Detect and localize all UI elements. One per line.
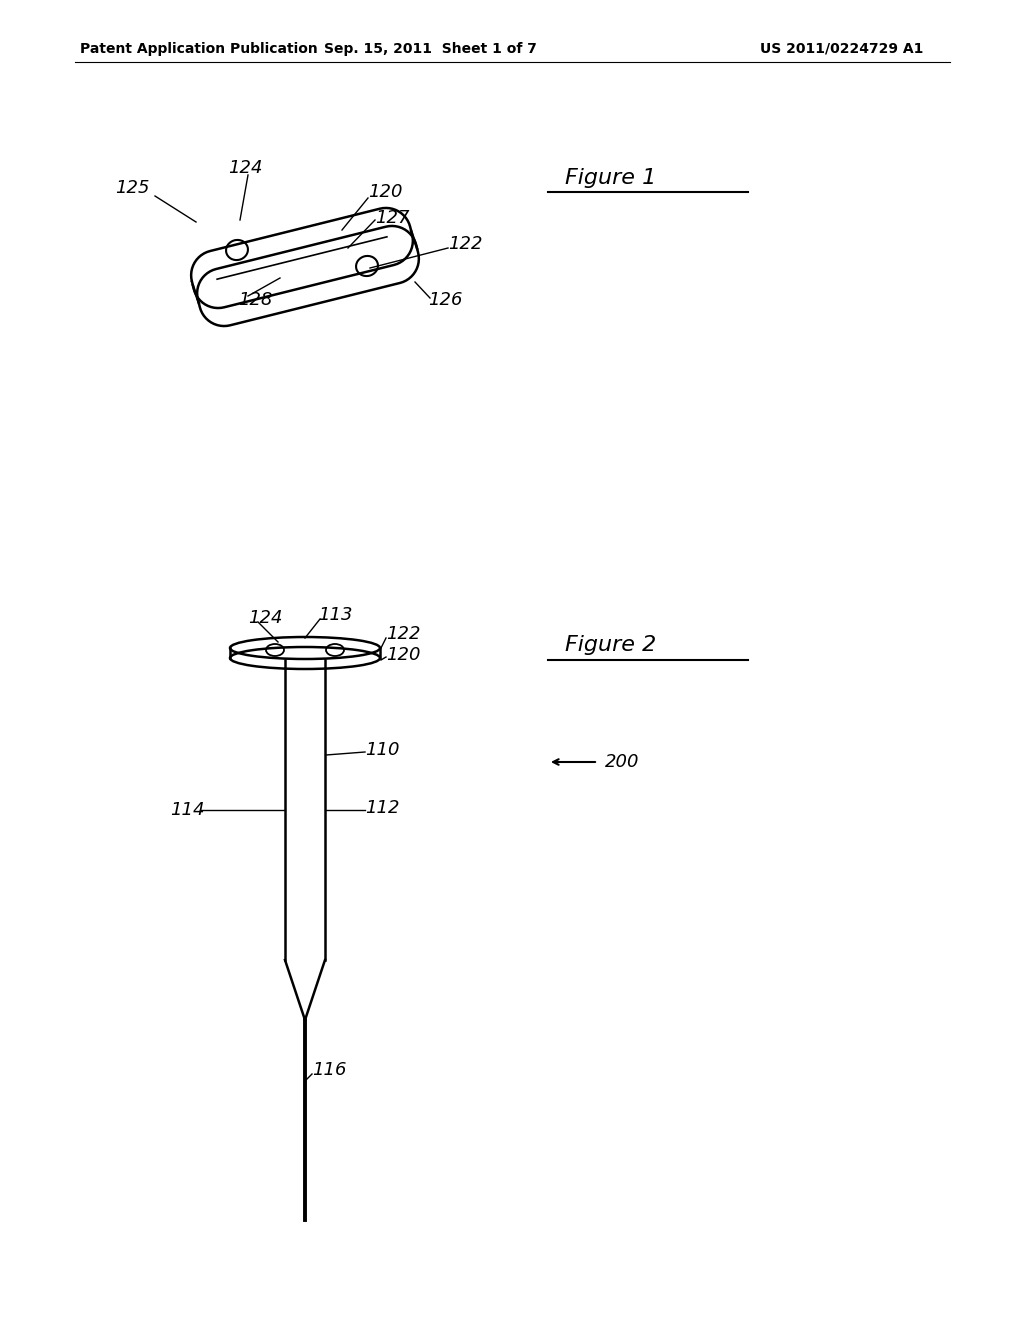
Text: 126: 126 <box>428 290 463 309</box>
Text: 200: 200 <box>605 752 640 771</box>
Text: 124: 124 <box>228 158 262 177</box>
Text: Sep. 15, 2011  Sheet 1 of 7: Sep. 15, 2011 Sheet 1 of 7 <box>324 42 537 55</box>
Text: 124: 124 <box>248 609 283 627</box>
Text: 116: 116 <box>312 1061 346 1078</box>
Text: 110: 110 <box>365 741 399 759</box>
Text: 122: 122 <box>449 235 482 253</box>
Text: Figure 1: Figure 1 <box>565 168 656 187</box>
Text: 120: 120 <box>368 183 402 201</box>
Text: 125: 125 <box>115 180 150 197</box>
Text: 114: 114 <box>170 801 205 818</box>
Text: Figure 2: Figure 2 <box>565 635 656 655</box>
Text: US 2011/0224729 A1: US 2011/0224729 A1 <box>760 42 924 55</box>
Text: 112: 112 <box>365 799 399 817</box>
Text: 128: 128 <box>238 290 272 309</box>
Text: 127: 127 <box>375 209 410 227</box>
Text: 120: 120 <box>386 645 421 664</box>
Text: 113: 113 <box>318 606 352 624</box>
Text: Patent Application Publication: Patent Application Publication <box>80 42 317 55</box>
Text: 122: 122 <box>386 624 421 643</box>
